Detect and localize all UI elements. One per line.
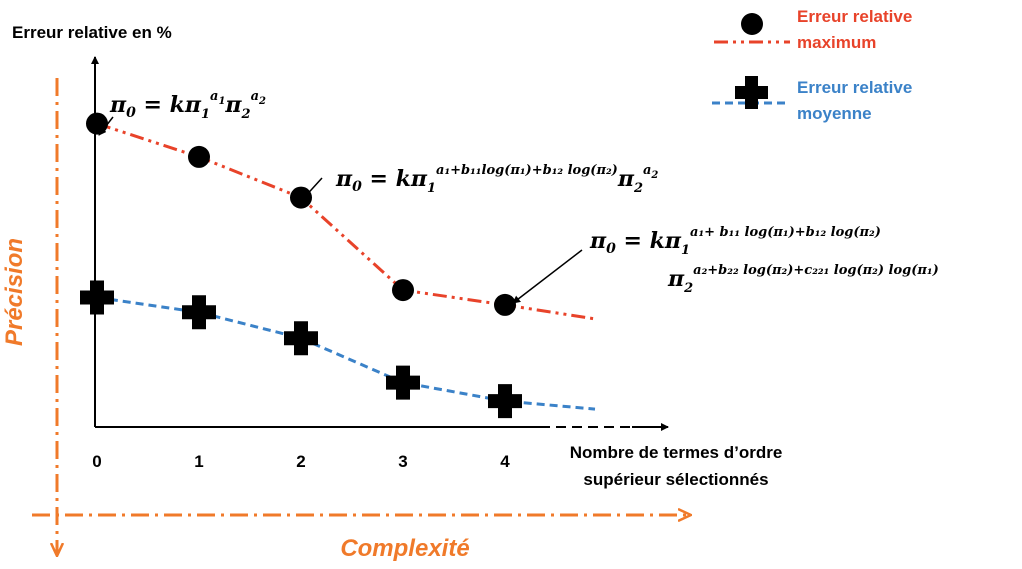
- point-max: [86, 112, 108, 135]
- point-mean: [386, 365, 420, 400]
- point-mean: [488, 384, 522, 419]
- legend-mean-label-line1: Erreur relative: [797, 78, 912, 97]
- annotation-0-arrow: [98, 116, 114, 136]
- y-axis-title: Erreur relative en %: [12, 23, 172, 42]
- x-axis-title-line1: Nombre de termes d’ordre: [570, 443, 783, 462]
- legend-item-max: Erreur relative maximum: [714, 7, 912, 52]
- point-max: [290, 186, 312, 209]
- axes: Erreur relative en % Nombre de termes d’…: [12, 23, 782, 489]
- x-tick-label: 3: [398, 452, 407, 471]
- precision-label: Précision: [1, 238, 28, 346]
- legend: Erreur relative maximum Erreur relative …: [712, 7, 912, 123]
- annotation-1-arrow: [301, 177, 323, 201]
- annotation-2: π0 = kπ1a₁+ b₁₁ log(π₁)+b₁₂ log(π₂) π2a₂…: [512, 225, 939, 304]
- legend-max-marker: [741, 13, 763, 35]
- legend-mean-marker: [735, 76, 768, 109]
- annotation-0-text: π0 = kπ1a1π2a2: [109, 89, 266, 122]
- annotation-2-arrow: [512, 249, 583, 304]
- legend-max-label-line2: maximum: [797, 33, 876, 52]
- annotation-0: π0 = kπ1a1π2a2: [98, 89, 266, 136]
- series-mean: [80, 280, 596, 419]
- legend-mean-label-line2: moyenne: [797, 104, 872, 123]
- x-ticks: 0 1 2 3 4: [92, 452, 510, 471]
- complexity-label: Complexité: [340, 535, 469, 562]
- series-max: [86, 112, 596, 321]
- point-max: [188, 145, 210, 168]
- series-line-max: [96, 122, 596, 321]
- x-tick-label: 2: [296, 452, 305, 471]
- meta-axes: Précision Complexité: [1, 78, 690, 562]
- point-mean: [182, 295, 216, 330]
- legend-item-mean: Erreur relative moyenne: [712, 76, 912, 123]
- point-max: [494, 293, 516, 316]
- annotation-2-line2: π2a₂+b₂₂ log(π₂)+c₂₂₁ log(π₂) log(π₁): [667, 263, 939, 296]
- point-mean: [284, 321, 318, 356]
- x-axis-title-line2: supérieur sélectionnés: [583, 470, 768, 489]
- annotation-1: π0 = kπ1a₁+b₁₁log(π₁)+b₁₂ log(π₂)π2a2: [301, 163, 658, 201]
- annotation-1-text: π0 = kπ1a₁+b₁₁log(π₁)+b₁₂ log(π₂)π2a2: [335, 163, 658, 196]
- x-tick-label: 1: [194, 452, 203, 471]
- legend-max-label-line1: Erreur relative: [797, 7, 912, 26]
- x-tick-label: 4: [500, 452, 510, 471]
- annotation-2-line1: π0 = kπ1a₁+ b₁₁ log(π₁)+b₁₂ log(π₂): [589, 225, 881, 258]
- point-max: [392, 279, 414, 302]
- series-layer: [80, 112, 596, 419]
- point-mean: [80, 280, 114, 315]
- series-line-mean: [96, 296, 596, 411]
- x-tick-label: 0: [92, 452, 101, 471]
